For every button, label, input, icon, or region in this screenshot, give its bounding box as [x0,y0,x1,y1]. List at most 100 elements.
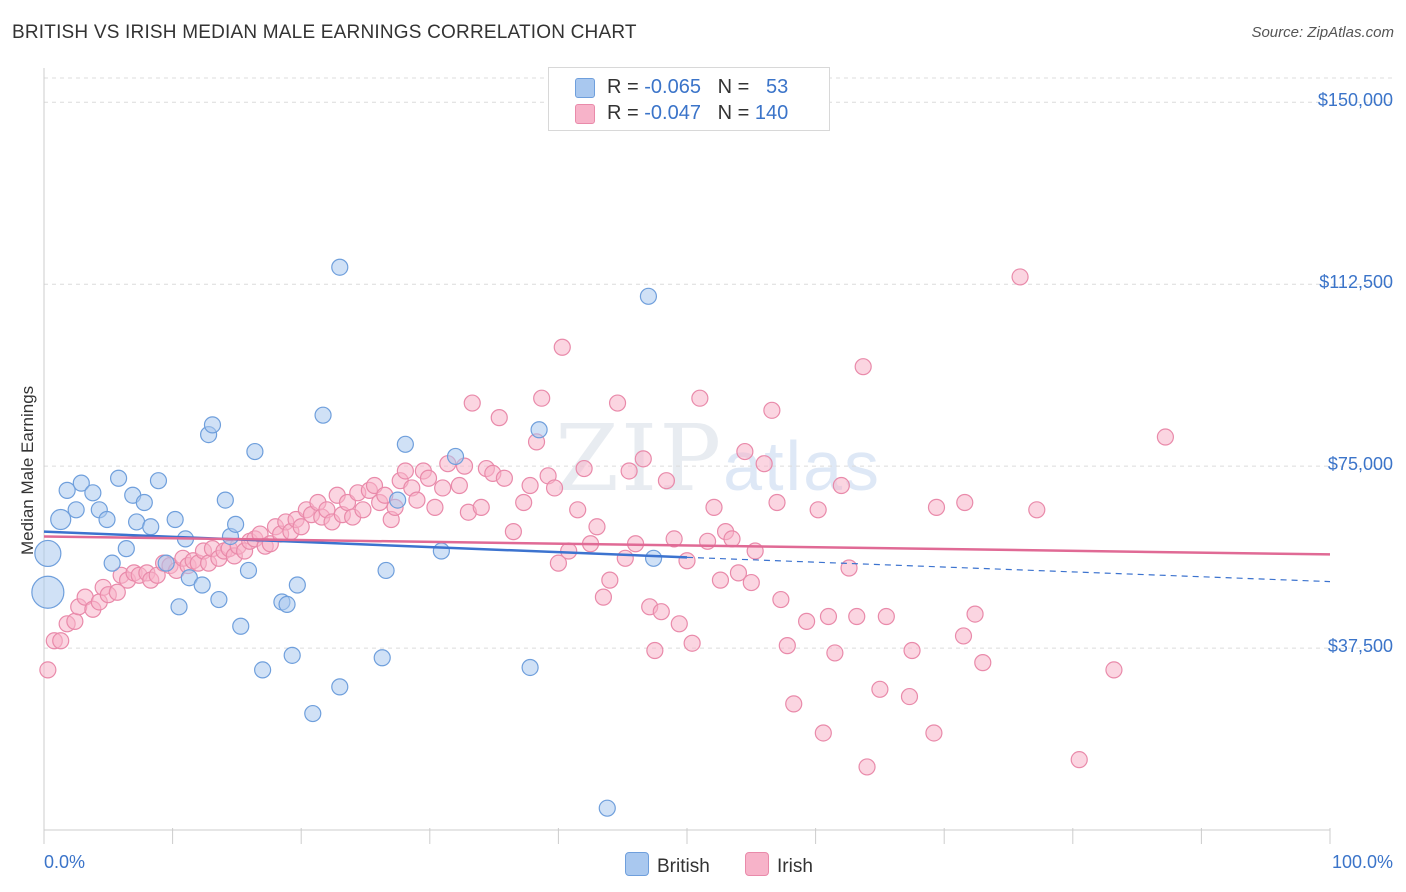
irish-point [778,637,796,655]
british-swatch [625,852,649,876]
irish-point [553,338,571,356]
x-tick-label-min: 0.0% [44,852,86,872]
british-point [283,646,301,664]
legend-n-label: N = [717,76,750,98]
british-point [193,576,211,594]
british-point [34,539,62,568]
bottom-legend-british-label: British [657,856,710,877]
irish-point [434,479,452,497]
irish-point [515,493,533,512]
irish-point [354,501,372,519]
british-point [446,447,465,466]
irish-point [772,590,790,609]
irish-point [768,493,786,512]
irish-point [419,469,438,487]
chart-source: Source: ZipAtlas.com [1251,24,1394,41]
irish-point [848,607,866,626]
irish-point [495,469,513,487]
irish-point [608,394,627,412]
irish-point [569,501,587,519]
irish-point [974,654,992,672]
british-point [103,554,121,572]
irish-point [678,552,696,570]
irish-point [504,523,522,541]
irish-point [723,530,741,548]
irish-point [956,493,974,512]
irish-point [657,472,676,490]
legend-n-label: N = [717,102,750,124]
irish-point [903,641,921,660]
irish-point [966,605,984,623]
british-point [50,508,72,531]
irish-point [408,491,426,509]
british-swatch [575,78,595,98]
irish-point [463,394,481,412]
irish-point [450,476,468,495]
irish-point [545,479,564,497]
british-trend-extension [686,556,1331,583]
irish-swatch [575,104,595,124]
british-point [135,493,153,512]
legend-r-value: -0.047 [644,102,701,124]
irish-point [521,476,539,495]
irish-point [785,695,803,713]
irish-point [763,401,781,419]
irish-point [588,518,606,536]
british-point [389,491,407,509]
british-point [31,575,65,609]
trend-lines [43,530,1331,583]
y-axis-title: Median Male Earnings [18,385,37,555]
irish-point [736,442,754,461]
british-point [373,649,391,667]
irish-point [797,612,816,630]
legend-r-value: -0.065 [644,76,701,98]
irish-point [755,455,773,473]
chart-title: BRITISH VS IRISH MEDIAN MALE EARNINGS CO… [12,22,637,43]
y-tick-label: $37,500 [1327,636,1393,657]
irish-point [634,450,652,468]
british-point [598,799,616,817]
irish-point [711,571,730,589]
british-point [117,540,135,558]
irish-point [601,571,619,589]
irish-point [549,554,568,572]
irish-point [1070,751,1088,769]
y-tick-label: $150,000 [1317,90,1393,111]
irish-point [620,462,638,480]
british-point [142,518,160,536]
british-point [98,510,116,529]
british-point [396,435,414,453]
irish-point [691,389,709,407]
irish-point [871,680,889,698]
irish-point [1105,661,1123,679]
irish-point [560,542,578,560]
british-point [331,258,349,276]
british-point [530,421,548,439]
irish-point [1011,268,1029,286]
irish-point [927,498,946,516]
british-point [331,678,349,696]
british-point [157,554,175,572]
british-point [639,287,658,305]
irish-point [652,603,670,621]
irish-point [670,615,688,633]
irish-point [1156,428,1174,446]
british-point [246,442,264,461]
british-point [288,576,306,594]
british-point [644,549,663,567]
british-points [31,258,663,817]
british-trend-line [43,530,688,559]
irish-point [616,549,634,567]
irish-point [594,588,613,606]
irish-point [108,583,126,601]
british-point [72,474,90,492]
irish-point [729,564,748,582]
irish-point [533,389,551,407]
irish-swatch [745,852,769,876]
british-point [210,590,228,609]
irish-point [858,758,876,776]
british-point [180,569,198,587]
irish-point [854,358,872,376]
irish-point [705,498,723,516]
